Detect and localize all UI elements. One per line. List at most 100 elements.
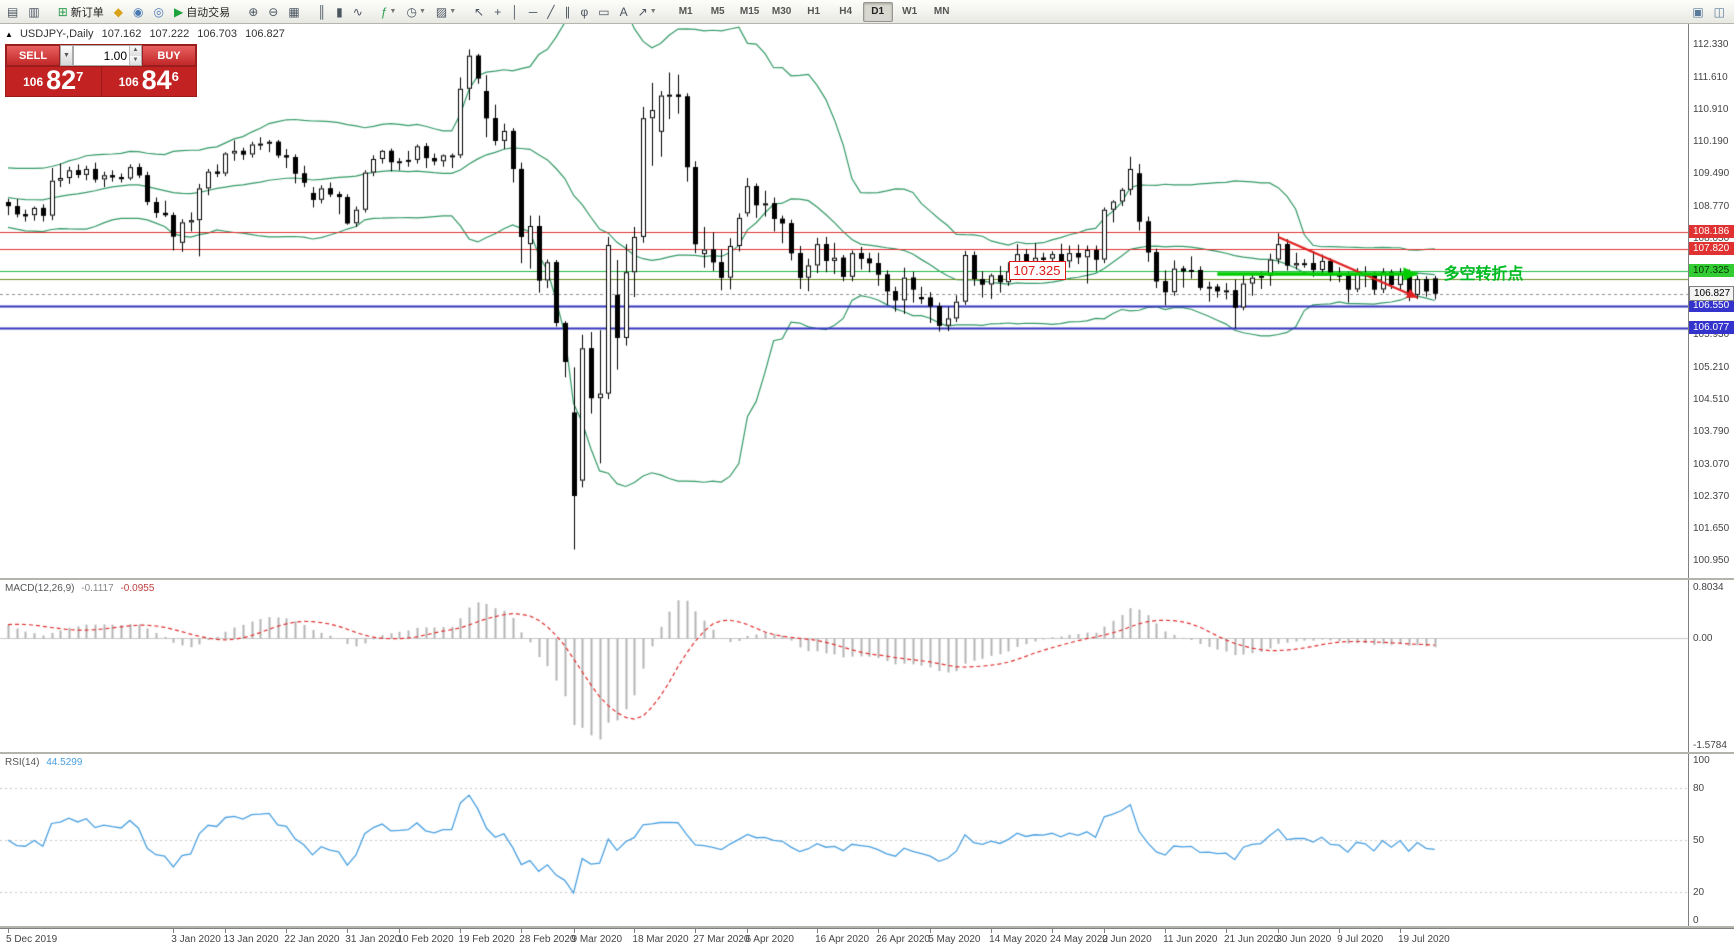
y-axis-label: 108.050: [1693, 233, 1730, 245]
date-label: 5 May 2020: [928, 934, 981, 945]
chevron-down-icon: ▼: [649, 8, 657, 15]
icon-shapes[interactable]: ▭: [594, 1, 613, 23]
icon-indicators[interactable]: ƒ ▼: [377, 1, 401, 23]
timeframe-button-d1[interactable]: D1: [862, 1, 893, 22]
ohlc-open: 107.162: [101, 28, 142, 40]
sell-button[interactable]: SELL: [6, 45, 60, 66]
lot-increase-button[interactable]: ▲: [129, 46, 141, 56]
timeframe-button-h4[interactable]: H4: [839, 6, 853, 18]
icon-trendline[interactable]: ╱: [543, 1, 558, 23]
macd-axis[interactable]: 0.8034 0.00 -1.5784: [1688, 580, 1734, 752]
icon-data-window[interactable]: ◉: [129, 1, 147, 23]
rsi-canvas[interactable]: [0, 754, 1688, 926]
order-type-dropdown[interactable]: ▼: [60, 45, 73, 66]
icon-crosshair[interactable]: +: [490, 1, 505, 23]
y-axis-label: 105.930: [1693, 329, 1730, 341]
button-autotrading[interactable]: ▶ 自动交易: [170, 1, 234, 23]
panel-separator[interactable]: [0, 926, 1734, 928]
icon-vertical-line[interactable]: │: [507, 1, 523, 23]
icon-bar-chart-mode[interactable]: ║: [314, 1, 331, 23]
button-autotrading-glyph: ▶: [173, 4, 184, 19]
icon-new-chart[interactable]: ▤: [3, 1, 22, 23]
timeframe-button-m5[interactable]: M5: [710, 6, 725, 18]
panel-separator[interactable]: [0, 578, 1734, 580]
icon-timeframes-menu[interactable]: ◷ ▼: [402, 1, 429, 23]
timeframe-button-m15[interactable]: M15: [739, 6, 760, 18]
rsi-axis-label: 0: [1693, 915, 1699, 926]
time-axis-tick: [1052, 929, 1053, 933]
icon-tile-windows[interactable]: ▦: [284, 1, 303, 23]
icon-market-watch[interactable]: ◆: [110, 1, 127, 23]
timeframe-button-m30[interactable]: M30: [771, 6, 792, 18]
time-axis-tick: [930, 929, 931, 933]
price-axis[interactable]: 112.330 111.610 110.910 110.190 109.490 108.7…: [1688, 24, 1734, 578]
buy-button[interactable]: BUY: [142, 45, 196, 66]
timeframe-button-w1[interactable]: W1: [902, 6, 918, 18]
icon-window-cascade[interactable]: ▣: [1692, 5, 1704, 19]
icon-zoom-in[interactable]: ⊕: [244, 1, 262, 23]
time-axis-tick: [1339, 929, 1340, 933]
chevron-down-icon: ▼: [449, 8, 457, 15]
icon-market-watch-glyph: ◆: [113, 4, 123, 19]
lot-size-input[interactable]: [74, 46, 129, 65]
date-label: 24 May 2020: [1050, 934, 1108, 945]
macd-canvas[interactable]: [0, 580, 1688, 752]
sell-price-display[interactable]: 106 82 7: [6, 67, 101, 96]
annotation-price-label[interactable]: 107.325: [1008, 261, 1066, 281]
timeframe-button-h1[interactable]: H1: [807, 6, 821, 18]
time-axis-tick: [521, 929, 522, 933]
icon-equidistant-channel[interactable]: ∥: [561, 1, 575, 23]
price-tag: 106.550: [1689, 299, 1734, 313]
lot-decrease-button[interactable]: ▼: [129, 55, 141, 65]
rsi-axis-label: 100: [1693, 755, 1710, 766]
icon-navigator[interactable]: ◎: [149, 1, 167, 23]
date-label: 22 Jan 2020: [284, 934, 340, 945]
annotation-note-text[interactable]: 多空转折点: [1443, 266, 1524, 284]
y-axis-label: 110.190: [1693, 136, 1729, 148]
icon-line-chart-mode[interactable]: ∿: [349, 1, 367, 23]
trade-panel-toggle-icon[interactable]: ▲: [5, 30, 13, 39]
y-axis-label: 109.490: [1693, 168, 1730, 180]
ohlc-high: 107.222: [149, 28, 190, 40]
icon-timeframes-menu-glyph: ◷: [406, 4, 417, 19]
rsi-axis[interactable]: 100 80 50 20 0: [1688, 754, 1734, 926]
button-new-order[interactable]: ⊞ 新订单: [54, 1, 108, 23]
icon-templates[interactable]: ▨ ▼: [432, 1, 460, 23]
buy-price-display[interactable]: 106 84 6: [101, 67, 196, 96]
time-axis-tick: [817, 929, 818, 933]
bid-price-tag: 106.827: [1689, 285, 1734, 301]
icon-zoom-out[interactable]: ⊖: [264, 1, 282, 23]
icon-zoom-in-glyph: ⊕: [248, 4, 259, 19]
icon-cursor-glyph: ↖: [474, 4, 485, 19]
timeframe-button-mn[interactable]: MN: [933, 6, 950, 18]
icon-crosshair-glyph: +: [494, 4, 502, 19]
sell-price-sup: 7: [76, 69, 84, 84]
time-axis-tick: [878, 929, 879, 933]
icon-tile-windows-glyph: ▦: [288, 4, 300, 19]
icon-arrows-tool[interactable]: ↗ ▼: [634, 1, 661, 23]
timeframe-button-m1[interactable]: M1: [678, 6, 693, 18]
icon-fibonacci[interactable]: φ: [577, 1, 593, 23]
y-axis-label: 110.910: [1693, 103, 1729, 115]
toolbar: ▤ ▥ ⊞ 新订单 ◆ ◉ ◎ ▶ 自动交易 ⊕ ⊖ ▦ ║ ▮ ∿ ƒ ▼ ◷ ▼ ▨ ▼ ↖ + │ ─ ╱ ∥ φ ▭ A ↗ ▼ M1…: [0, 0, 1734, 24]
icon-zoom-out-glyph: ⊖: [268, 4, 279, 19]
icon-new-window[interactable]: ◫: [1713, 5, 1725, 19]
time-axis[interactable]: 5 Dec 2019 3 Jan 2020 13 Jan 2020 22 Jan 20…: [0, 928, 1734, 949]
icon-chart-profiles[interactable]: ▥: [24, 1, 43, 23]
date-label: 2 Jun 2020: [1102, 934, 1152, 945]
icon-text-label[interactable]: A: [616, 1, 632, 23]
price-chart-canvas[interactable]: [0, 24, 1688, 578]
rsi-axis-label: 50: [1693, 835, 1705, 846]
icon-candlestick-mode[interactable]: ▮: [332, 1, 347, 23]
icon-horizontal-line[interactable]: ─: [525, 1, 542, 23]
chevron-down-icon: ▼: [418, 8, 426, 15]
icon-indicators-glyph: ƒ: [380, 4, 388, 19]
time-axis-tick: [1400, 929, 1401, 933]
y-axis-label: 112.330: [1693, 39, 1729, 51]
macd-value-main: -0.1117: [81, 583, 114, 594]
time-axis-tick: [173, 929, 174, 933]
rsi-value: 44.5299: [46, 757, 83, 768]
panel-separator[interactable]: [0, 752, 1734, 754]
icon-cursor[interactable]: ↖: [470, 1, 488, 23]
sell-price-big: 82: [46, 65, 77, 95]
